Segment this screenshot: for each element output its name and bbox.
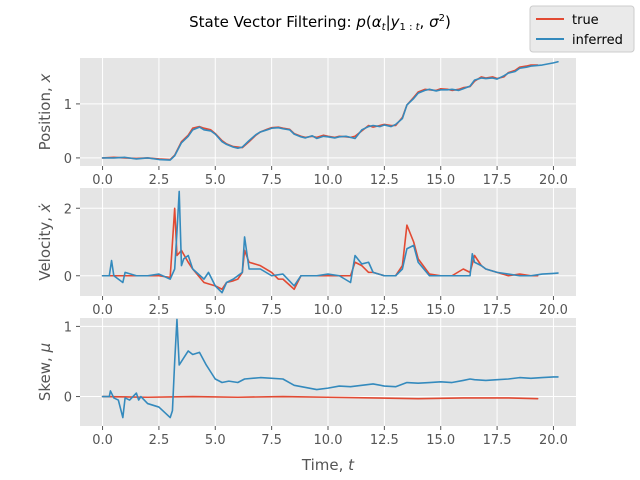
y-tick-label: 0 <box>64 391 72 406</box>
x-axis-label: Time, t <box>301 456 355 474</box>
y-axis-label: Velocity, ẋ <box>36 203 54 280</box>
x-tick-label: 5.0 <box>205 433 226 448</box>
x-tick-label: 15.0 <box>426 433 455 448</box>
x-tick-label: 2.5 <box>149 433 170 448</box>
y-tick-label: 1 <box>64 98 72 113</box>
x-tick-label: 7.5 <box>261 173 282 188</box>
x-tick-label: 12.5 <box>370 173 399 188</box>
y-axis-label: Skew, μ <box>36 343 54 401</box>
x-tick-label: 5.0 <box>205 303 226 318</box>
y-tick-label: 1 <box>64 320 72 335</box>
x-tick-label: 2.5 <box>149 173 170 188</box>
x-tick-label: 20.0 <box>539 303 568 318</box>
panels: 0.0 2.5 5.0 7.5 10.0 12.5 15.0 17.5 20.001Positi… <box>36 58 576 448</box>
x-tick-label: 7.5 <box>261 303 282 318</box>
x-tick-label: 20.0 <box>539 433 568 448</box>
x-tick-label: 20.0 <box>539 173 568 188</box>
x-tick-label: 0.0 <box>92 173 113 188</box>
x-tick-label: 17.5 <box>483 433 512 448</box>
x-tick-label: 5.0 <box>205 173 226 188</box>
x-tick-label: 10.0 <box>314 173 343 188</box>
legend-box <box>529 5 635 53</box>
x-tick-label: 0.0 <box>92 433 113 448</box>
legend-inferred-label: inferred <box>572 33 623 48</box>
x-tick-label: 7.5 <box>261 433 282 448</box>
x-tick-label: 2.5 <box>149 303 170 318</box>
chart-title: State Vector Filtering: p(αt|y1 : t, σ2) <box>189 13 451 33</box>
x-tick-label: 12.5 <box>370 303 399 318</box>
legend-true-label: true <box>572 13 599 28</box>
series-inferred-line <box>101 318 559 419</box>
panel-2: 0.0 2.5 5.0 7.5 10.0 12.5 15.0 17.5 20.0 0 2 Veloci… <box>36 188 576 318</box>
x-tick-label: 15.0 <box>426 303 455 318</box>
panel-1: 0.0 2.5 5.0 7.5 10.0 12.5 15.0 17.5 20.0 0 1 Positi… <box>36 58 576 188</box>
x-tick-label: 12.5 <box>370 433 399 448</box>
x-tick-label: 0.0 <box>92 303 113 318</box>
legend: true inferred <box>529 5 635 53</box>
x-tick-label: 17.5 <box>483 173 512 188</box>
x-tick-label: 15.0 <box>426 173 455 188</box>
series-inferred-line <box>101 190 559 294</box>
y-axis-label: Position, x <box>36 73 54 150</box>
y-tick-label: 0 <box>64 152 72 167</box>
y-tick-label: 0 <box>64 270 72 285</box>
x-tick-label: 10.0 <box>314 433 343 448</box>
series-true-line <box>101 395 539 400</box>
series-inferred-line <box>101 60 559 161</box>
y-tick-label: 2 <box>64 202 72 217</box>
x-tick-label: 10.0 <box>314 303 343 318</box>
panel-3: 0.0 2.5 5.0 7.5 10.0 12.5 15.0 17.5 20.0 0 1 Skew, … <box>36 318 576 448</box>
x-tick-label: 17.5 <box>483 303 512 318</box>
